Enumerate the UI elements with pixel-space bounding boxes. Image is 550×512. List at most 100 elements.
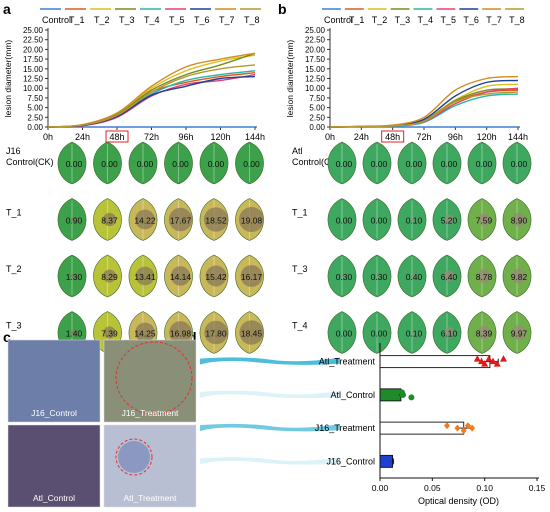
panel-d-point	[478, 357, 486, 365]
panel-d-x-tick-label: 0.05	[424, 483, 441, 493]
panel-a-leaf: 16.17	[235, 254, 264, 298]
panel-a-y-tick-label: 7.50	[27, 94, 43, 103]
panel-a-y-tick-label: 0.00	[27, 123, 43, 132]
panel-label-a: a	[3, 1, 11, 17]
panel-c-photo: J16_Control	[7, 339, 101, 423]
panel-d-bar	[379, 421, 465, 435]
panel-b-leaf: 0.00	[362, 311, 392, 354]
panel-a-leaf: 17.80	[199, 311, 229, 354]
panel-a-leaf: 1.30	[57, 254, 87, 298]
panel-b-y-tick-label: 12.50	[305, 75, 326, 84]
panel-b-leaf: 5.20	[432, 198, 462, 241]
panel-b-leaf-value: 0.10	[406, 329, 423, 339]
panel-a-series-line	[47, 64, 256, 128]
panel-a-y-tick-label: 2.50	[27, 113, 43, 122]
panel-b-leaf: 0.00	[397, 141, 427, 185]
panel-a-leaf: 0.00	[57, 141, 87, 185]
panel-b-y-tick-label: 10.00	[305, 84, 326, 93]
panel-a-leaf: 0.00	[93, 141, 122, 185]
panel-a-series-line	[47, 73, 256, 128]
panel-b-leaf-value: 0.00	[336, 329, 353, 339]
panel-d-point	[493, 360, 501, 367]
panel-d-point	[485, 355, 493, 362]
panel-b-x-tick-label: 48h	[385, 132, 400, 142]
panel-c-photo-bg	[104, 340, 196, 422]
panel-b-x-tick-label: 144h	[508, 132, 528, 142]
panel-a-leaf-value: 14.22	[134, 216, 156, 226]
panel-a-x-tick-label: 72h	[144, 132, 159, 142]
panel-d-x-tick-label: 0.15	[529, 483, 546, 493]
panel-b-leaf: 0.10	[397, 198, 427, 241]
panel-b-lesion	[511, 268, 527, 284]
panel-a-x-tick-label: 0h	[43, 132, 53, 142]
panel-a-lesion	[239, 207, 264, 232]
panel-a-leaf-shape	[128, 141, 158, 185]
panel-b-leaf-value: 0.00	[371, 216, 388, 226]
panel-a-leaf: 18.45	[235, 311, 264, 354]
panel-b-leaf: 6.10	[432, 311, 462, 354]
panel-b-leaf: 0.00	[432, 141, 462, 185]
panel-b-lesion	[512, 212, 526, 227]
panel-a-leaf: 13.41	[128, 254, 158, 298]
panel-a-lesion	[135, 322, 155, 343]
panel-a-leaf: 14.22	[128, 198, 158, 241]
panel-b-leaf-value: 0.00	[371, 329, 388, 339]
panel-a-leaf-value: 15.42	[205, 272, 227, 282]
panel-d-point	[454, 424, 461, 432]
panel-b-leaf-value: 6.40	[441, 272, 458, 282]
panel-b-leaf: 8.90	[502, 198, 532, 241]
panel-b-leaf-value: 0.30	[336, 272, 353, 282]
panel-c-photo-border	[7, 339, 101, 423]
panel-d-bar	[379, 388, 402, 402]
panel-d-point	[489, 357, 497, 365]
panel-b-legend-label: T_8	[509, 15, 525, 25]
panel-c-photo-bg	[8, 340, 100, 422]
panel-b-leaf-shape	[502, 141, 532, 185]
panel-b-lesion	[376, 273, 382, 279]
panel-a-x-tick-label: 96h	[178, 132, 193, 142]
panel-a-y-tick-label: 5.00	[27, 104, 43, 113]
panel-b-leaf-value: 0.40	[406, 272, 423, 282]
panel-a-leaf-value: 1.30	[66, 272, 83, 282]
panel-a-leaf-value: 0.00	[172, 159, 189, 169]
panel-b-leaf: 0.00	[362, 198, 392, 241]
panel-b-y-axis-label: lesion diameter(mm)	[285, 40, 295, 118]
panel-a-legend-label: T_1	[69, 15, 85, 25]
panel-a-leaf: 8.29	[93, 254, 122, 298]
panel-c-photo: Atl_Control	[7, 424, 101, 508]
panel-a-x-tick-label: 24h	[75, 132, 90, 142]
panel-b-row-label: T_3	[292, 264, 308, 274]
panel-a-lesion	[102, 212, 117, 227]
panel-b-leaf-value: 5.20	[441, 216, 458, 226]
panel-a-y-tick-label: 15.00	[23, 65, 44, 74]
panel-b-legend-label: T_4	[418, 15, 434, 25]
panel-b-leaf-value: 9.97	[511, 329, 528, 339]
panel-a-highlight-box	[105, 130, 129, 143]
panel-b-leaf: 0.40	[397, 254, 427, 298]
panel-a-leaf: 0.00	[235, 141, 264, 185]
panel-a-lesion	[239, 320, 264, 345]
panel-a-leaf-value: 0.90	[66, 216, 83, 226]
panel-c-photo-border	[7, 424, 101, 508]
panel-b-leaf: 9.97	[502, 311, 532, 354]
panel-b-leaf-shape	[397, 141, 427, 185]
panel-a-leaf: 17.67	[164, 198, 193, 241]
panel-a-leaf-shape	[235, 141, 264, 185]
panel-c-photo: J16_Treatment	[103, 339, 197, 423]
panel-a-leaf-value: 19.08	[241, 216, 263, 226]
panel-b-lesion	[443, 270, 455, 282]
panel-a-leaf-value: 0.00	[66, 159, 83, 169]
panel-b-y-tick-label: 0.00	[309, 123, 325, 132]
panel-b-leaf: 8.78	[467, 254, 497, 298]
panel-a-legend-label: T_7	[219, 15, 235, 25]
panel-b-leaf-value: 8.39	[476, 329, 493, 339]
panel-a-leaf: 15.42	[199, 254, 229, 298]
panel-a-y-tick-label: 20.00	[23, 45, 44, 54]
panel-b-lesion	[411, 330, 417, 335]
